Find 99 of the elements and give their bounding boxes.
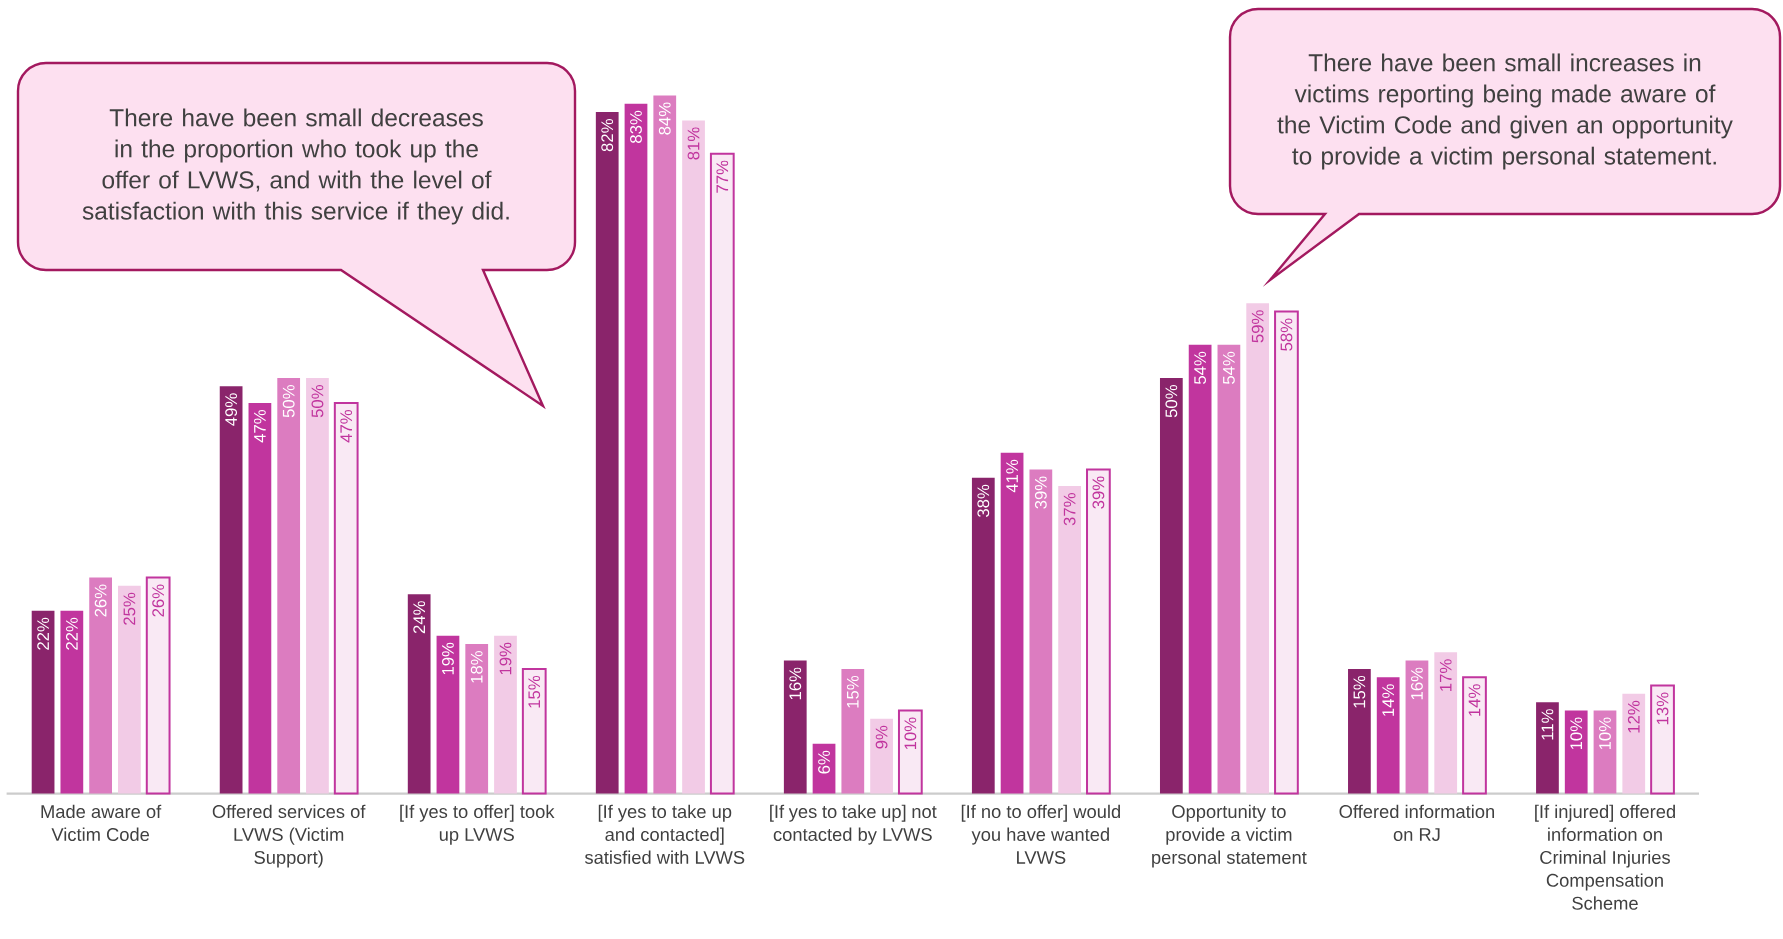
- data-label: 15%: [846, 675, 859, 708]
- bar: [783, 660, 807, 794]
- data-label: 19%: [499, 642, 512, 675]
- bar: [1246, 303, 1270, 794]
- x-tick-label: Offered information on RJ: [1339, 804, 1495, 842]
- data-label: 58%: [1280, 318, 1293, 351]
- data-label: 25%: [123, 592, 136, 625]
- bar: [494, 635, 517, 794]
- bar: [1159, 378, 1183, 794]
- data-label: 16%: [1411, 667, 1423, 700]
- bar: [306, 378, 329, 794]
- bar: [436, 635, 460, 794]
- data-label: 83%: [630, 110, 642, 143]
- data-label: 19%: [442, 642, 454, 675]
- data-label: 11%: [1541, 709, 1554, 740]
- data-label: 22%: [65, 617, 78, 650]
- data-label: 47%: [340, 409, 353, 443]
- data-label: 10%: [904, 717, 917, 750]
- bar: [1188, 344, 1212, 794]
- bar: [1376, 677, 1400, 794]
- bar: [89, 577, 112, 794]
- bar: [841, 668, 865, 794]
- bar: [1593, 710, 1617, 794]
- bar: [595, 112, 619, 794]
- bar: [1405, 660, 1429, 794]
- data-label: 17%: [1439, 659, 1452, 691]
- x-tick-label: [If injured] offered information on Criminal Injuries Compensation Scheme: [1535, 804, 1675, 910]
- x-tick-label: [If yes to offer] took up LVWS: [400, 804, 555, 845]
- data-label: 16%: [789, 667, 802, 700]
- bar: [277, 378, 301, 794]
- data-label: 39%: [1034, 476, 1047, 509]
- bar: [118, 585, 141, 794]
- bar: [1536, 702, 1559, 794]
- bar: [1274, 310, 1299, 795]
- data-label: 26%: [152, 584, 165, 617]
- bar: [653, 95, 677, 794]
- data-label: 24%: [413, 601, 426, 634]
- data-label: 49%: [225, 393, 238, 426]
- x-tick-label: Opportunity to provide a victim personal statement: [1152, 804, 1307, 868]
- data-label: 50%: [311, 385, 324, 418]
- data-label: 26%: [94, 584, 107, 617]
- bar: [971, 477, 995, 794]
- bar: [1462, 676, 1487, 795]
- data-label: 15%: [1353, 675, 1366, 708]
- bar: [1564, 710, 1588, 794]
- x-tick-label: [If yes to take up] not contacted by LVWS: [770, 804, 937, 845]
- data-label: 84%: [658, 102, 671, 135]
- bar: [1029, 469, 1053, 794]
- bar: [1058, 486, 1081, 794]
- data-label: 54%: [1223, 351, 1235, 385]
- data-label: 15%: [528, 675, 541, 708]
- bar: [1650, 684, 1675, 795]
- data-label: 81%: [687, 127, 700, 160]
- data-label: 9%: [875, 725, 888, 749]
- x-tick-label: Offered services of LVWS (Victim Support): [212, 804, 366, 868]
- x-tick-label: [If yes to take up and contacted] satisfied with LVWS: [584, 804, 745, 864]
- data-label: 10%: [1599, 717, 1611, 750]
- data-label: 14%: [1382, 684, 1395, 716]
- bar: [1348, 668, 1371, 794]
- bar: [333, 401, 359, 795]
- bar: [219, 386, 243, 794]
- data-label: 39%: [1092, 476, 1105, 509]
- bar: [465, 644, 489, 794]
- bar: [1086, 468, 1111, 795]
- x-tick-label: Made aware of Victim Code: [41, 804, 162, 842]
- annotation: There have been small decreases in the proportion who took up the offer of LVWS, and with the level of satisfaction with this service if they did.: [82, 108, 509, 225]
- data-label: 12%: [1627, 700, 1640, 733]
- data-label: 82%: [601, 119, 614, 152]
- data-label: 41%: [1006, 459, 1018, 493]
- bar: [1434, 652, 1458, 794]
- bar: [709, 152, 735, 795]
- bar: [624, 103, 648, 794]
- data-label: 59%: [1251, 310, 1264, 343]
- data-label: 22%: [37, 617, 49, 650]
- data-label: 54%: [1194, 351, 1207, 385]
- bar: [682, 120, 705, 794]
- bar: [31, 610, 55, 794]
- data-label: 50%: [1165, 385, 1178, 418]
- data-label: 13%: [1656, 692, 1669, 725]
- x-tick-label: [If no to offer] would you have wanted LVWS: [961, 804, 1121, 864]
- bar: [145, 576, 171, 795]
- bar: [1217, 344, 1241, 794]
- bar: [1622, 693, 1646, 794]
- data-label: 77%: [716, 160, 729, 193]
- data-label: 14%: [1468, 684, 1481, 716]
- data-label: 37%: [1063, 493, 1076, 526]
- data-label: 47%: [254, 409, 266, 443]
- bar: [897, 709, 923, 795]
- data-label: 38%: [977, 484, 990, 518]
- bar: [248, 402, 272, 794]
- data-label: 18%: [470, 651, 483, 683]
- bar: [870, 718, 893, 794]
- data-label: 10%: [1570, 717, 1583, 750]
- data-label: 50%: [282, 385, 295, 418]
- bar: [521, 667, 547, 795]
- bar: [407, 594, 431, 794]
- data-label: 6%: [818, 750, 830, 774]
- bar: [60, 610, 84, 794]
- bar: [1000, 452, 1024, 794]
